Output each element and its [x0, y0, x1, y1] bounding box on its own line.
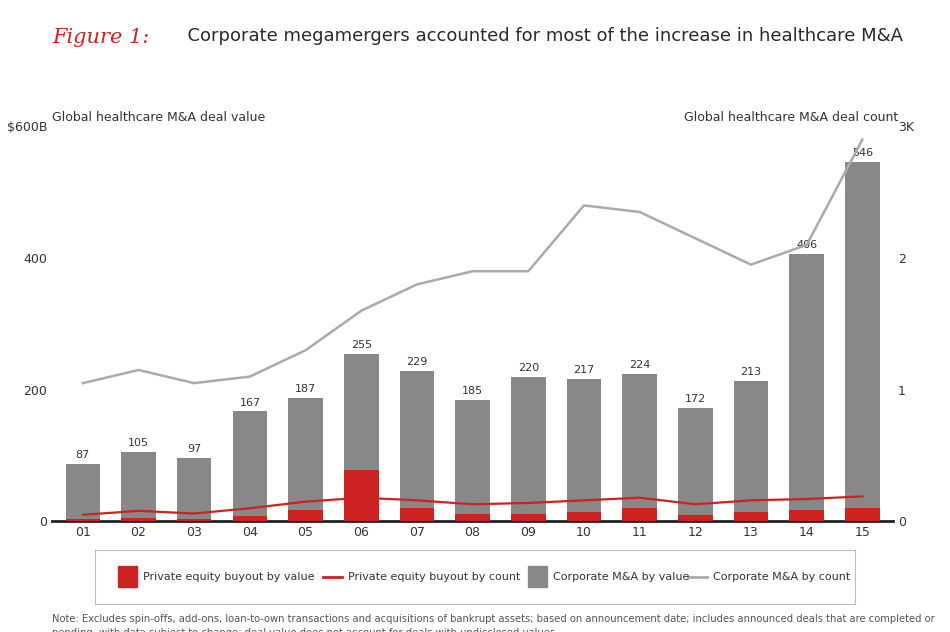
Bar [622, 374, 656, 521]
Private equity buyout by count [746, 497, 757, 504]
Bar [567, 379, 601, 521]
Bar [733, 381, 769, 521]
Text: Global healthcare M&A deal value: Global healthcare M&A deal value [52, 111, 265, 124]
Private equity buyout by count [579, 497, 590, 504]
Bar [678, 515, 712, 521]
Text: Figure 1:: Figure 1: [52, 28, 149, 47]
Text: 220: 220 [518, 363, 539, 373]
Text: 87: 87 [76, 450, 90, 460]
Bar [289, 509, 323, 521]
Text: Private equity buyout by count: Private equity buyout by count [348, 572, 521, 581]
Corporate M&A by count [188, 379, 200, 387]
Corporate M&A by count [300, 346, 312, 354]
Text: 105: 105 [128, 439, 149, 448]
Bar [622, 508, 656, 521]
Private equity buyout by count [244, 504, 256, 512]
Corporate M&A by count [133, 366, 144, 374]
Corporate M&A by count [355, 307, 367, 315]
Corporate M&A by count [746, 261, 757, 269]
Corporate M&A by count [244, 373, 256, 380]
Bar [678, 408, 712, 521]
Corporate M&A by count [77, 379, 88, 387]
Bar [455, 513, 490, 521]
Text: Corporate M&A by value: Corporate M&A by value [553, 572, 690, 581]
Bar [344, 353, 378, 521]
Text: Private equity buyout by value: Private equity buyout by value [142, 572, 314, 581]
Private equity buyout by count [133, 507, 144, 514]
Bar [289, 398, 323, 521]
Bar [846, 508, 880, 521]
Corporate M&A by count [579, 202, 590, 209]
Bar [789, 254, 824, 521]
Private equity buyout by count [801, 495, 812, 503]
Text: 255: 255 [351, 339, 371, 349]
Bar [66, 464, 100, 521]
Bar [233, 516, 267, 521]
Bar [233, 411, 267, 521]
Private equity buyout by count [77, 511, 88, 519]
Bar [733, 511, 769, 521]
Bar [66, 520, 100, 521]
Text: Corporate M&A by count: Corporate M&A by count [712, 572, 850, 581]
Text: 185: 185 [462, 386, 484, 396]
Text: 187: 187 [294, 384, 316, 394]
Corporate M&A by count [690, 234, 701, 242]
Bar [122, 453, 156, 521]
Private equity buyout by count [355, 494, 367, 502]
Bar [455, 399, 490, 521]
Private equity buyout by count [522, 499, 534, 507]
Private equity buyout by count [690, 501, 701, 508]
Corporate M&A by count [857, 136, 868, 143]
Private equity buyout by count [188, 509, 200, 517]
Bar [177, 458, 212, 521]
Text: Note: Excludes spin-offs, add-ons, loan-to-own transactions and acquisitions of : Note: Excludes spin-offs, add-ons, loan-… [52, 614, 935, 632]
Bar [118, 566, 137, 587]
Corporate M&A by count [411, 281, 423, 288]
Bar [846, 162, 880, 521]
Line: Corporate M&A by count: Corporate M&A by count [83, 140, 863, 383]
Private equity buyout by count [857, 492, 868, 500]
Text: 229: 229 [407, 356, 428, 367]
Corporate M&A by count [801, 241, 812, 248]
Bar [400, 370, 434, 521]
Line: Private equity buyout by count: Private equity buyout by count [83, 496, 863, 515]
Corporate M&A by count [522, 267, 534, 275]
Bar [789, 509, 824, 521]
Private equity buyout by count [466, 501, 478, 508]
Bar [122, 518, 156, 521]
Text: 224: 224 [629, 360, 651, 370]
Text: 167: 167 [239, 398, 260, 408]
Text: 546: 546 [852, 148, 873, 158]
Private equity buyout by count [634, 494, 645, 502]
Bar [528, 566, 547, 587]
Text: Corporate megamergers accounted for most of the increase in healthcare M&A: Corporate megamergers accounted for most… [176, 27, 902, 44]
Bar [511, 377, 545, 521]
Private equity buyout by count [411, 497, 423, 504]
Bar [567, 511, 601, 521]
Corporate M&A by count [466, 267, 478, 275]
Bar [511, 513, 545, 521]
Text: 406: 406 [796, 240, 817, 250]
Bar [177, 520, 212, 521]
Private equity buyout by count [300, 498, 312, 506]
Text: 217: 217 [574, 365, 595, 375]
Bar [400, 508, 434, 521]
Text: 172: 172 [685, 394, 706, 404]
Corporate M&A by count [634, 208, 645, 216]
Bar [344, 470, 378, 521]
Text: Global healthcare M&A deal count: Global healthcare M&A deal count [683, 111, 898, 124]
Text: 97: 97 [187, 444, 201, 454]
Text: 213: 213 [740, 367, 762, 377]
